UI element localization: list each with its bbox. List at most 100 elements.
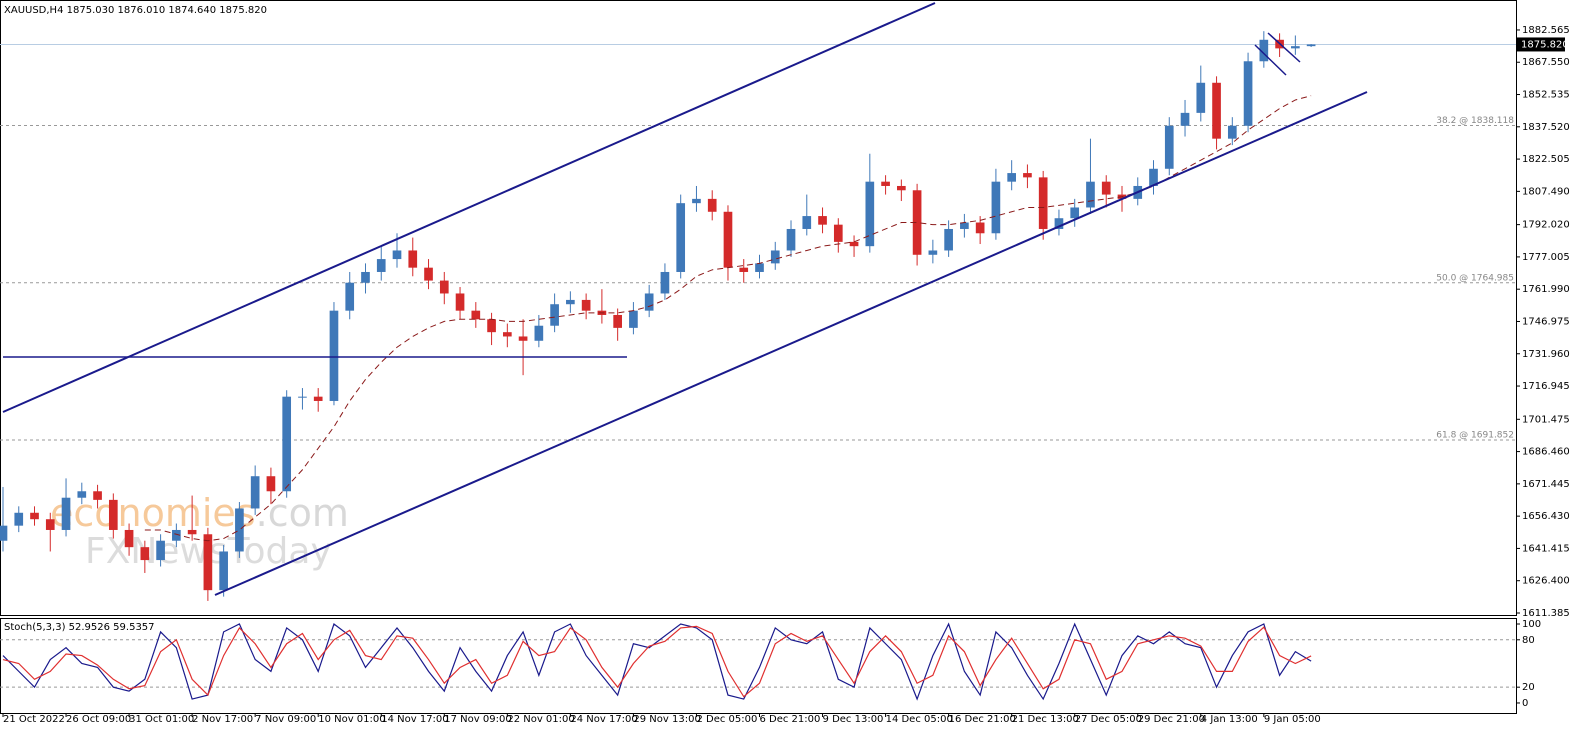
candle-body <box>172 529 181 541</box>
candle-body <box>581 299 591 311</box>
candle-body <box>1007 173 1016 182</box>
watermark: economies.com <box>50 491 349 535</box>
candle-body <box>77 491 87 498</box>
candle-body <box>991 181 1001 234</box>
y-tick-label: 1686.460 <box>1522 447 1570 458</box>
candle-body <box>912 190 922 255</box>
candle-body <box>786 228 796 251</box>
candle-body <box>1306 44 1316 47</box>
x-tick-label: 21 Dec 13:00 <box>1012 714 1079 725</box>
candle-body <box>329 310 339 401</box>
flag-line <box>1254 44 1287 76</box>
y-tick-label: 1641.415 <box>1522 543 1570 554</box>
candle-body <box>865 181 875 247</box>
candle-body <box>45 519 55 530</box>
x-tick-label: 2 Nov 17:00 <box>192 714 253 725</box>
watermark-domain: .com <box>256 491 349 535</box>
candle-body <box>897 185 906 191</box>
candle-body <box>707 198 717 212</box>
y-tick-label: 1761.990 <box>1522 284 1570 295</box>
candle-body <box>1038 177 1048 229</box>
candle-body <box>1243 61 1253 126</box>
candle-body <box>376 259 386 272</box>
candle-body <box>219 551 228 591</box>
candle-body <box>1259 39 1269 62</box>
candle-body <box>534 325 544 341</box>
candle-body <box>928 250 938 255</box>
x-tick-label: 2 Dec 05:00 <box>696 714 757 725</box>
y-tick-label: 1611.385 <box>1522 608 1570 619</box>
candle-body <box>408 250 418 268</box>
channel-lower <box>214 91 1368 596</box>
candle-body <box>833 224 843 242</box>
candle-body <box>455 293 465 311</box>
x-tick-label: 26 Oct 09:00 <box>66 714 131 725</box>
candle-body <box>487 319 496 333</box>
candle-body <box>361 271 370 283</box>
candle-body <box>1164 125 1174 169</box>
candle-body <box>250 476 260 509</box>
candle-body <box>1086 181 1095 208</box>
flag-line <box>1267 32 1301 63</box>
candle-body <box>1023 173 1032 178</box>
candle-body <box>108 499 118 530</box>
x-tick-label: 10 Nov 01:00 <box>318 714 385 725</box>
y-tick-label: 20 <box>1522 682 1535 693</box>
y-tick-label: 100 <box>1522 619 1541 630</box>
candle-body <box>818 216 827 225</box>
fib-label: 50.0 @ 1764.985 <box>1436 273 1514 283</box>
candle-body <box>849 241 859 247</box>
candle-body <box>1291 46 1300 49</box>
candle-body <box>644 293 654 311</box>
x-tick-label: 17 Nov 09:00 <box>444 714 511 725</box>
main-frame <box>0 0 1517 616</box>
x-tick-label: 31 Oct 01:00 <box>129 714 194 725</box>
stoch-line <box>2 625 1312 698</box>
candle-body <box>960 222 969 229</box>
candle-body <box>502 332 512 337</box>
y-tick-label: 0 <box>1522 698 1528 709</box>
watermark-brand: economies <box>50 491 256 535</box>
candle-body <box>739 267 749 272</box>
candle-body <box>61 497 71 530</box>
candle-body <box>881 181 890 186</box>
drawings <box>2 2 1368 596</box>
y-tick-label: 1807.490 <box>1522 186 1570 197</box>
candle-body <box>975 222 985 234</box>
stoch-line <box>2 622 1312 701</box>
x-tick-label: 9 Dec 13:00 <box>823 714 884 725</box>
moving-average <box>144 95 1312 542</box>
candle-body <box>723 211 733 268</box>
x-tick-label: 14 Dec 05:00 <box>886 714 953 725</box>
candle-body <box>93 491 102 500</box>
candle-body <box>187 529 197 535</box>
x-tick-label: 4 Jan 13:00 <box>1201 714 1258 725</box>
x-tick-label: 29 Nov 13:00 <box>633 714 700 725</box>
candle-body <box>518 336 528 341</box>
candle-body <box>0 525 8 541</box>
candle-body <box>1149 168 1158 186</box>
y-tick-label: 1626.400 <box>1522 576 1570 587</box>
candle-body <box>629 310 638 328</box>
y-tick-label: 1746.975 <box>1522 316 1570 327</box>
fib-label: 38.2 @ 1838.118 <box>1436 116 1514 126</box>
x-tick-label: 7 Nov 09:00 <box>255 714 316 725</box>
candle-body <box>140 547 150 561</box>
candle-body <box>203 534 213 591</box>
candle-body <box>676 203 686 272</box>
candle-body <box>313 396 323 401</box>
candle-body <box>424 267 433 281</box>
candle-body <box>235 508 244 552</box>
y-tick-label: 1777.005 <box>1522 252 1570 263</box>
x-tick-label: 29 Dec 21:00 <box>1138 714 1205 725</box>
candle-body <box>692 198 701 204</box>
x-tick-label: 14 Nov 17:00 <box>381 714 448 725</box>
candle-body <box>755 263 764 272</box>
candle-body <box>944 228 953 251</box>
x-tick-label: 16 Dec 21:00 <box>949 714 1016 725</box>
candle-body <box>1054 218 1064 229</box>
candle-body <box>345 282 355 311</box>
candle-body <box>439 280 449 294</box>
x-tick-label: 27 Dec 05:00 <box>1075 714 1142 725</box>
